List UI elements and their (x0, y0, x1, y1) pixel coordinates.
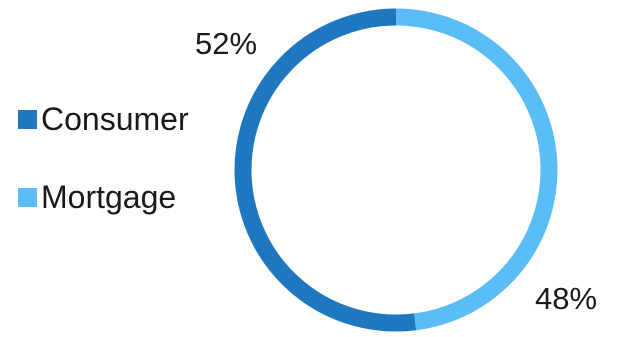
data-label-mortgage: 48% (535, 281, 597, 316)
chart-legend: Consumer Mortgage (18, 98, 189, 254)
legend-label-consumer: Consumer (41, 101, 189, 137)
donut-slice-consumer (234, 8, 417, 332)
data-label-consumer: 52% (195, 26, 257, 61)
legend-label-mortgage: Mortgage (41, 179, 177, 215)
legend-item-consumer: Consumer (18, 98, 189, 140)
legend-item-mortgage: Mortgage (18, 176, 189, 218)
legend-swatch-consumer (18, 109, 37, 129)
legend-swatch-mortgage (18, 187, 37, 207)
donut-slice-mortgage (395, 8, 558, 331)
